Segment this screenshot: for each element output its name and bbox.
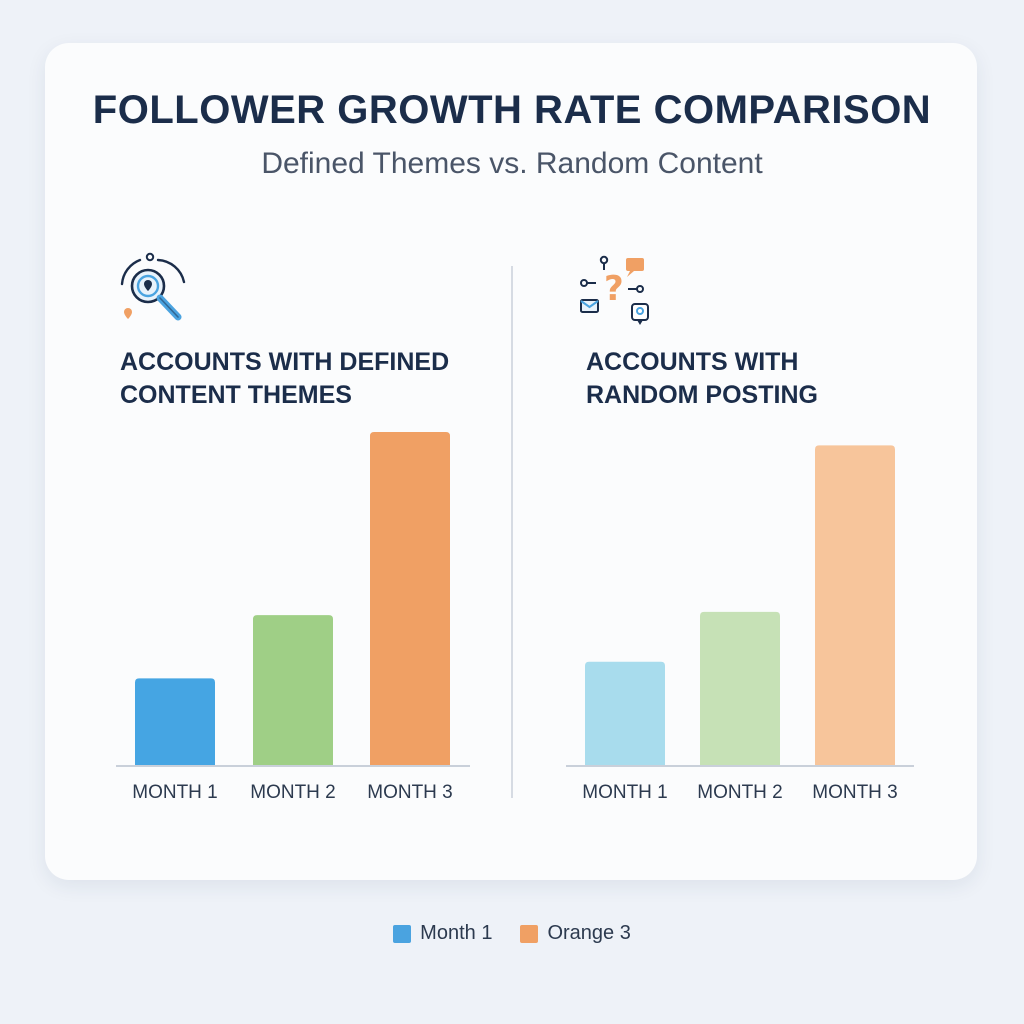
bar-defined-month-1	[135, 678, 215, 765]
panel-left-heading-line1: ACCOUNTS WITH DEFINED	[120, 348, 450, 376]
panel-right-heading-line2: RANDOM POSTING	[586, 381, 818, 409]
tick-label-random-month-2: MONTH 2	[697, 782, 783, 803]
legend-label-orange-3: Orange 3	[547, 922, 631, 944]
legend-item-month-1: Month 1	[393, 922, 492, 945]
tick-label-defined-month-2: MONTH 2	[250, 782, 336, 803]
magnifier-location-icon	[120, 252, 186, 321]
panel-right-heading-line1: ACCOUNTS WITH	[586, 348, 799, 376]
bar-random-month-2	[700, 611, 780, 765]
tick-label-defined-month-3: MONTH 3	[367, 782, 453, 803]
bar-defined-month-3	[370, 432, 450, 765]
legend-swatch-orange-3	[520, 924, 539, 943]
svg-text:?: ?	[604, 269, 624, 309]
bar-random-month-3	[815, 445, 895, 765]
panel-left-heading: ACCOUNTS WITH DEFINED CONTENT THEMES	[120, 346, 449, 412]
legend-swatch-month-1	[393, 924, 412, 943]
scattered-question-icon: ?	[580, 255, 649, 325]
chart-subtitle: Defined Themes vs. Random Content	[261, 147, 763, 180]
panel-left-heading-line2: CONTENT THEMES	[120, 381, 352, 409]
legend-item-orange-3: Orange 3	[520, 922, 631, 945]
chart-title: FOLLOWER GROWTH RATE COMPARISON	[92, 88, 932, 132]
tick-label-random-month-3: MONTH 3	[812, 782, 898, 803]
chart-legend: Month 1 Orange 3	[0, 922, 1024, 945]
panel-right-heading: ACCOUNTS WITH RANDOM POSTING	[586, 346, 818, 412]
bar-random-month-1	[585, 661, 665, 765]
tick-label-random-month-1: MONTH 1	[582, 782, 668, 803]
tick-label-defined-month-1: MONTH 1	[132, 782, 218, 803]
legend-label-month-1: Month 1	[420, 922, 493, 944]
panel-divider	[511, 266, 513, 798]
bar-defined-month-2	[253, 615, 333, 765]
